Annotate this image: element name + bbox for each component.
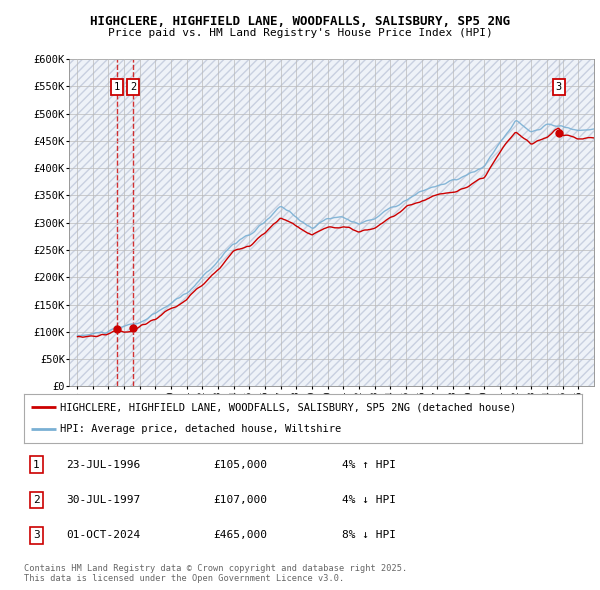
Text: 30-JUL-1997: 30-JUL-1997 (66, 495, 140, 505)
Text: 3: 3 (556, 82, 562, 92)
Text: £105,000: £105,000 (214, 460, 268, 470)
Text: 2: 2 (130, 82, 136, 92)
Text: 1: 1 (113, 82, 120, 92)
Text: 4% ↑ HPI: 4% ↑ HPI (342, 460, 396, 470)
Text: HIGHCLERE, HIGHFIELD LANE, WOODFALLS, SALISBURY, SP5 2NG: HIGHCLERE, HIGHFIELD LANE, WOODFALLS, SA… (90, 15, 510, 28)
Text: £465,000: £465,000 (214, 530, 268, 540)
Text: 3: 3 (33, 530, 40, 540)
Text: HIGHCLERE, HIGHFIELD LANE, WOODFALLS, SALISBURY, SP5 2NG (detached house): HIGHCLERE, HIGHFIELD LANE, WOODFALLS, SA… (60, 402, 517, 412)
Text: Price paid vs. HM Land Registry's House Price Index (HPI): Price paid vs. HM Land Registry's House … (107, 28, 493, 38)
Text: 4% ↓ HPI: 4% ↓ HPI (342, 495, 396, 505)
Text: 8% ↓ HPI: 8% ↓ HPI (342, 530, 396, 540)
Text: 1: 1 (33, 460, 40, 470)
Text: £107,000: £107,000 (214, 495, 268, 505)
Text: 2: 2 (33, 495, 40, 505)
Text: 23-JUL-1996: 23-JUL-1996 (66, 460, 140, 470)
Text: Contains HM Land Registry data © Crown copyright and database right 2025.
This d: Contains HM Land Registry data © Crown c… (24, 563, 407, 583)
Text: 01-OCT-2024: 01-OCT-2024 (66, 530, 140, 540)
Text: HPI: Average price, detached house, Wiltshire: HPI: Average price, detached house, Wilt… (60, 424, 341, 434)
